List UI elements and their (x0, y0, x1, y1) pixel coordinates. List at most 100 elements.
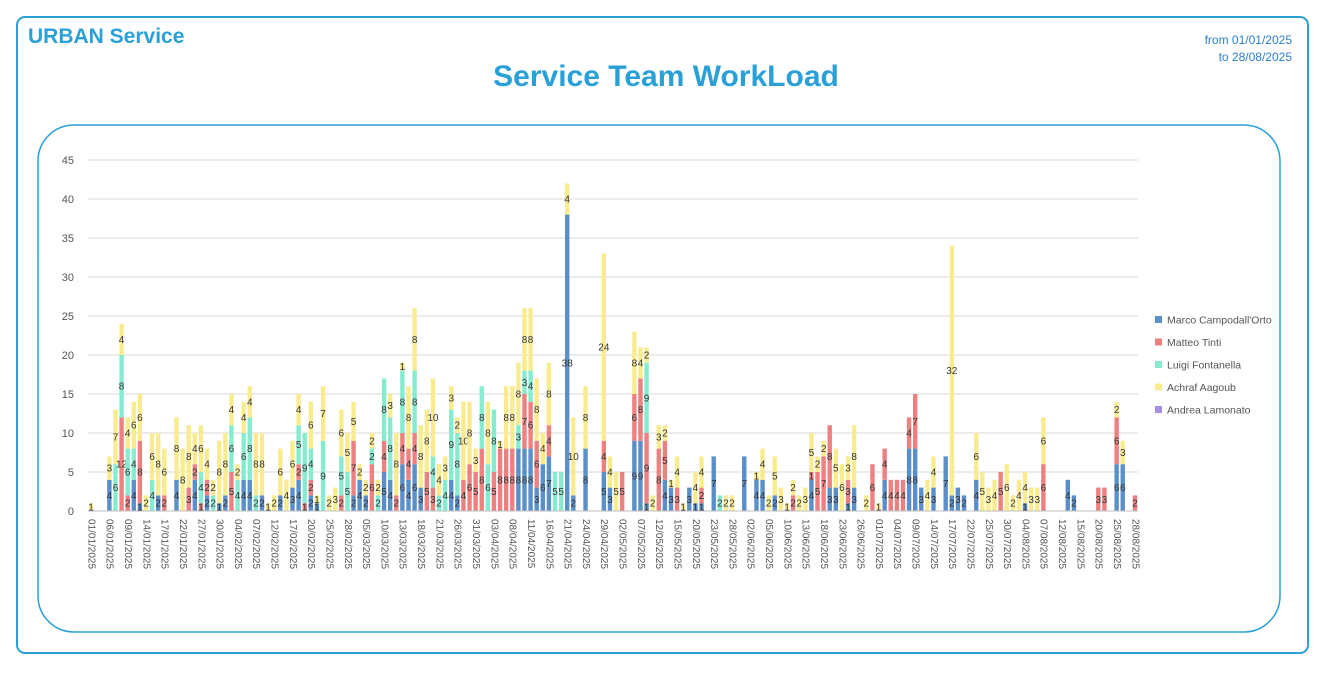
data-label: 7 (912, 417, 918, 428)
data-label: 4 (754, 491, 760, 502)
bar-segment (1120, 464, 1125, 511)
data-label: 4 (882, 491, 888, 502)
data-label: 3 (1102, 495, 1108, 506)
data-label: 2 (369, 452, 375, 463)
data-label: 6 (339, 429, 345, 440)
bar-segment (485, 401, 491, 465)
bar-segment (1071, 495, 1077, 511)
data-label: 6 (229, 444, 235, 455)
bar-segment (265, 503, 271, 511)
data-label: 2 (790, 499, 796, 510)
data-label: 6 (467, 483, 473, 494)
bar-segment (363, 479, 368, 496)
data-label: 8 (387, 444, 393, 455)
data-label: 3 (607, 495, 613, 506)
data-label: 9 (302, 464, 308, 475)
bar-segment (821, 440, 826, 457)
bar-segment (406, 448, 411, 480)
bar-segment (1016, 479, 1022, 511)
bar-segment (229, 394, 234, 426)
data-label: 3 (442, 464, 448, 475)
bar-segment (809, 479, 814, 511)
data-label: 1 (216, 503, 222, 514)
data-label: 6 (485, 483, 491, 494)
data-label: 3 (387, 401, 393, 412)
bar-segment (949, 495, 955, 511)
x-tick-label: 16/04/2025 (543, 519, 554, 569)
data-label: 4 (601, 452, 607, 463)
y-tick-label: 40 (62, 194, 74, 206)
bar-segment (339, 495, 344, 511)
data-label: 6 (131, 421, 137, 432)
bar-segment (534, 440, 539, 488)
data-label: 2 (363, 499, 369, 510)
data-label: 8 (400, 397, 406, 408)
data-label: 4 (448, 491, 454, 502)
bar-segment (644, 503, 649, 511)
data-label: 2 (1010, 499, 1016, 510)
bar-segment (601, 253, 607, 441)
bar-segment (485, 464, 491, 511)
x-tick-label: 28/02/2025 (342, 519, 353, 569)
bar-segment (699, 456, 704, 488)
y-tick-label: 5 (68, 467, 74, 479)
data-label: 8 (503, 475, 509, 486)
bar-segment (455, 495, 460, 511)
bar-segment (241, 479, 246, 511)
data-label: 5 (613, 487, 619, 498)
data-label: 4 (882, 460, 888, 471)
bar-segment (876, 503, 881, 511)
bar-segment (412, 433, 417, 465)
data-label: 3 (827, 495, 833, 506)
data-label: 6 (308, 421, 314, 432)
bar-segment (333, 487, 338, 511)
data-label: 8 (509, 413, 515, 424)
bar-segment (394, 433, 399, 496)
data-label: 8 (186, 452, 192, 463)
date-to: to 28/08/2025 (1219, 50, 1293, 64)
bar-segment (986, 487, 991, 511)
data-label: 5 (772, 471, 778, 482)
bar-segment (369, 464, 375, 511)
bar-segment (632, 331, 637, 394)
data-label: 5 (296, 440, 302, 451)
data-label: 4 (131, 491, 137, 502)
data-label: 3 (473, 456, 479, 467)
bar-segment (278, 448, 283, 496)
data-label: 3 (955, 495, 961, 506)
data-label: 3 (290, 495, 296, 506)
data-label: 5 (345, 448, 351, 459)
bar-segment (381, 378, 387, 441)
data-label: 2 (949, 499, 955, 510)
bar-segment (314, 503, 320, 511)
bar-segment (851, 425, 857, 488)
data-label: 8 (247, 444, 253, 455)
data-label: 4 (1065, 491, 1071, 502)
data-label: 3 (674, 495, 680, 506)
bar-segment (980, 472, 985, 511)
legend-label: Marco Campodall'Orto (1167, 315, 1272, 327)
bar-segment (497, 448, 503, 511)
data-label: 3 (833, 495, 839, 506)
data-label: 2 (717, 499, 723, 510)
brand: URBAN Service (28, 25, 184, 48)
data-label: 8 (632, 358, 638, 369)
bar-segment (406, 386, 411, 449)
data-label: 4 (387, 491, 393, 502)
data-label: 8 (253, 460, 259, 471)
data-label: 6 (149, 452, 155, 463)
legend-swatch (1155, 361, 1162, 368)
data-label: 9 (644, 393, 650, 404)
bar-segment (406, 479, 411, 511)
bar-segment (449, 479, 454, 511)
bar-segment (699, 503, 704, 511)
bar-segment (772, 495, 777, 511)
bar-segment (888, 479, 893, 511)
bar-segment (400, 433, 405, 465)
legend-swatch (1155, 316, 1162, 323)
x-tick-label: 12/02/2025 (269, 519, 280, 569)
bar-segment (778, 487, 784, 511)
bar-segment (381, 440, 387, 472)
data-label: 8 (455, 460, 461, 471)
